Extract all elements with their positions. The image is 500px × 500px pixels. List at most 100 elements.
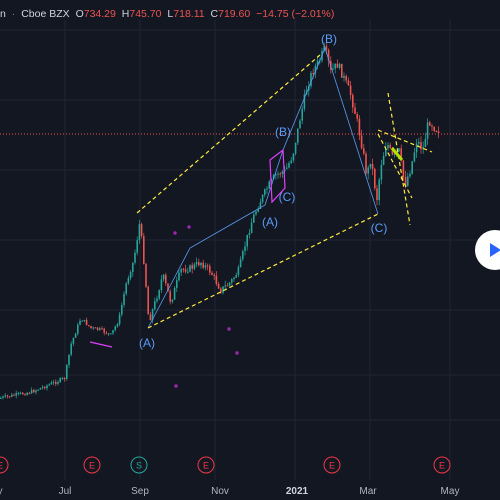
candle — [121, 302, 123, 317]
candle — [334, 63, 336, 74]
candle-body — [237, 267, 240, 276]
candle — [22, 392, 24, 395]
candle — [246, 234, 248, 251]
candle — [92, 326, 94, 331]
candle — [61, 376, 64, 381]
candle — [217, 281, 220, 290]
scroll-to-realtime-button[interactable] — [475, 230, 500, 270]
badge-ring — [130, 456, 148, 474]
candle-body — [160, 279, 163, 291]
event-badge-earnings: E — [433, 456, 451, 474]
pattern-lines — [89, 147, 404, 348]
candle — [422, 141, 424, 154]
candle-body — [37, 389, 39, 391]
candle-body — [107, 333, 110, 335]
candle — [279, 171, 281, 178]
candle — [264, 188, 266, 198]
badge-ring — [197, 456, 215, 474]
candle-body — [180, 268, 182, 273]
candle-body — [378, 179, 380, 201]
candle-body — [26, 392, 28, 396]
candle — [8, 396, 11, 399]
candle-body — [226, 285, 229, 287]
candle-body — [435, 130, 438, 132]
candle-body — [99, 328, 101, 330]
candle-body — [297, 128, 299, 143]
candle — [171, 299, 174, 304]
candle-body — [325, 45, 328, 50]
candle — [402, 159, 405, 181]
candle — [96, 327, 99, 331]
candle — [303, 89, 306, 112]
candle — [345, 74, 347, 84]
candle-body — [52, 381, 55, 383]
candle — [332, 63, 334, 71]
badge-letter: S — [136, 461, 142, 471]
candle-body — [204, 265, 207, 268]
candle-body — [261, 194, 264, 203]
candle-body — [424, 138, 427, 148]
candle — [165, 272, 167, 286]
candle — [431, 123, 433, 132]
candle — [378, 177, 380, 206]
candle-body — [409, 173, 411, 177]
candle — [24, 393, 26, 396]
candle-body — [422, 147, 424, 150]
candle — [46, 384, 48, 391]
candle — [143, 232, 145, 265]
candle-body — [393, 152, 396, 155]
candle-body — [264, 189, 266, 195]
candle-body — [437, 131, 440, 134]
candle-body — [103, 328, 105, 333]
candle-body — [70, 343, 72, 355]
candle — [226, 282, 229, 287]
candle — [363, 143, 365, 156]
candle-body — [338, 63, 341, 68]
candle — [290, 156, 292, 165]
candle — [123, 291, 125, 308]
candle — [2, 395, 4, 400]
candle — [63, 377, 66, 382]
candle-body — [420, 142, 422, 150]
candle-body — [92, 327, 94, 329]
candle — [140, 222, 143, 239]
candle — [33, 388, 35, 393]
candle — [310, 71, 312, 89]
candle — [169, 289, 171, 305]
candle — [50, 380, 53, 385]
high-value: 745.70 — [129, 8, 162, 20]
candle — [213, 273, 215, 281]
candle — [242, 249, 244, 262]
candle — [435, 130, 438, 133]
candle-body — [407, 176, 409, 186]
candle — [215, 271, 218, 287]
candle — [220, 286, 222, 294]
candle — [292, 153, 295, 163]
candle — [70, 341, 72, 357]
candle — [352, 93, 354, 113]
x-axis-tick: May — [441, 486, 460, 497]
wave-label: (B) — [275, 125, 291, 139]
candle-body — [193, 264, 196, 269]
candle — [369, 163, 372, 170]
candle — [41, 385, 44, 390]
candle-body — [149, 314, 152, 321]
candle-body — [187, 271, 189, 273]
candle — [437, 126, 440, 139]
candle — [415, 139, 418, 158]
candle-body — [28, 392, 31, 394]
candle-body — [178, 272, 180, 281]
candle — [338, 62, 341, 70]
candle-body — [334, 63, 336, 69]
candle-body — [398, 148, 400, 152]
candle — [387, 142, 389, 151]
candle — [37, 389, 39, 391]
candle-body — [220, 288, 222, 293]
candle — [354, 102, 356, 115]
candle-body — [2, 396, 4, 398]
candle-body — [198, 262, 200, 266]
candle — [253, 211, 255, 223]
candle — [85, 317, 88, 326]
